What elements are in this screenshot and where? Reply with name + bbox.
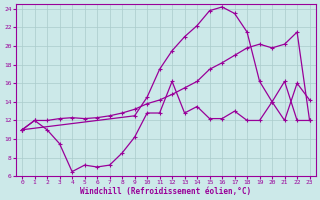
X-axis label: Windchill (Refroidissement éolien,°C): Windchill (Refroidissement éolien,°C) xyxy=(80,187,252,196)
